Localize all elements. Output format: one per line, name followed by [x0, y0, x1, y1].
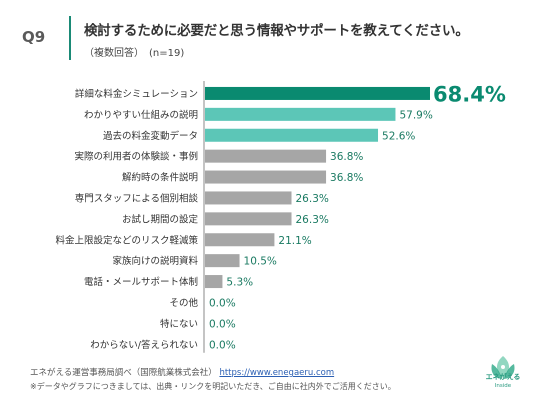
logo-wordmark: エネがえる	[485, 373, 521, 381]
category-label: 過去の料金変動データ	[103, 130, 198, 142]
value-label: 26.3%	[296, 214, 329, 226]
value-label: 68.4%	[433, 82, 506, 106]
value-label: 10.5%	[244, 256, 277, 268]
question-note: （複数回答） (n=19)	[84, 48, 185, 59]
value-label: 0.0%	[209, 318, 236, 330]
category-label: 家族向けの説明資料	[112, 255, 198, 267]
category-label: 特にない	[160, 318, 198, 330]
category-label: その他	[169, 297, 198, 309]
bar	[205, 212, 292, 226]
bar	[205, 254, 240, 268]
value-label: 26.3%	[296, 193, 329, 205]
category-label: わからない/答えられない	[90, 339, 198, 351]
bar	[205, 233, 275, 247]
logo-subtext: Inside	[494, 383, 512, 389]
value-label: 36.8%	[330, 151, 363, 163]
bar	[205, 275, 223, 289]
question-number: Q9	[22, 28, 46, 46]
bar	[205, 86, 430, 100]
value-label: 36.8%	[330, 172, 363, 184]
bar	[205, 170, 327, 184]
value-label: 0.0%	[209, 339, 236, 351]
category-label: 詳細な料金シミュレーション	[75, 88, 198, 100]
enegaeru-logo	[491, 356, 515, 379]
category-label: わかりやすい仕組みの説明	[84, 109, 198, 121]
title-divider	[69, 16, 71, 60]
value-label: 0.0%	[209, 297, 236, 309]
bar	[205, 149, 327, 163]
source-text: エネがえる運営事務局調べ（国際航業株式会社）	[30, 368, 217, 378]
value-label: 21.1%	[278, 235, 311, 247]
value-label: 57.9%	[399, 109, 432, 121]
value-label: 5.3%	[226, 277, 253, 289]
bar	[205, 107, 396, 121]
value-label: 52.6%	[382, 130, 415, 142]
bar	[205, 191, 292, 205]
category-label: 料金上限設定などのリスク軽減策	[55, 234, 198, 246]
source-line: エネがえる運営事務局調べ（国際航業株式会社） https://www.enega…	[30, 366, 334, 378]
question-title: 検討するために必要だと思う情報やサポートを教えてください。	[84, 23, 469, 39]
category-label: 専門スタッフによる個別相談	[75, 192, 199, 204]
disclaimer: ※データやグラフにつきましては、出典・リンクを明記いただき、ご自由に社内外でご活…	[30, 382, 396, 391]
category-label: 実際の利用者の体験談・事例	[74, 151, 198, 163]
source-link[interactable]: https://www.enegaeru.com	[219, 368, 335, 378]
bar	[205, 128, 379, 142]
category-label: 解約時の条件説明	[122, 172, 198, 184]
category-label: お試し期間の設定	[122, 213, 199, 225]
category-label: 電話・メールサポート体制	[84, 276, 198, 288]
